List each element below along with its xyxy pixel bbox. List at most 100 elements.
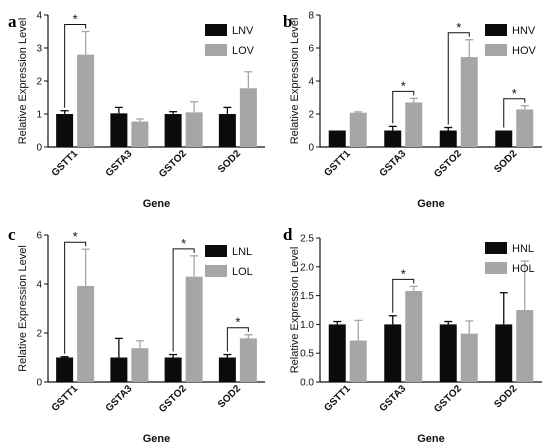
y-tick-label: 4 xyxy=(308,77,314,88)
legend-label: LOV xyxy=(232,45,255,57)
x-tick-label: GSTT1 xyxy=(322,383,353,414)
significance-bracket xyxy=(226,327,249,352)
bar-lnl-gsta3 xyxy=(110,357,128,382)
x-tick-label: GSTT1 xyxy=(50,383,81,414)
bar-lnv-sod2 xyxy=(218,114,236,147)
bar-lnl-sod2 xyxy=(218,357,236,382)
legend-label: HNL xyxy=(512,243,534,255)
legend-label: LNV xyxy=(232,25,254,37)
panel-c: c 0 2 4 6 Relative Expression Level GSTT1 GSTA3… xyxy=(8,225,265,445)
x-tick-label: SOD2 xyxy=(216,383,243,410)
y-tick-label: 0 xyxy=(36,378,42,389)
significance-bracket xyxy=(503,98,526,128)
y-tick-label: 4 xyxy=(36,280,42,291)
x-tick-label: SOD2 xyxy=(216,148,243,175)
bar-lnv-gstt1 xyxy=(56,114,74,147)
bar-lov-gsta3 xyxy=(131,121,149,147)
bar-lol-gsta3 xyxy=(131,348,149,382)
legend-label: HOV xyxy=(512,45,537,57)
y-tick-label: 4 xyxy=(36,11,42,22)
legend-swatch xyxy=(485,242,507,254)
legend-swatch xyxy=(205,245,227,257)
panel-letter: d xyxy=(283,225,293,244)
y-tick-label: 1.0 xyxy=(300,320,314,331)
bar-hnl-gsta3 xyxy=(384,324,402,382)
y-tick-label: 1.5 xyxy=(300,291,314,302)
y-axis-title: Relative Expression Level xyxy=(289,247,301,374)
panel-a: a 0 1 2 3 4 Relative Expression Level GSTT1 GSTA… xyxy=(8,11,265,210)
significance-bracket xyxy=(392,278,415,313)
bar-hol-gstt1 xyxy=(349,340,367,382)
bar-hnl-gstt1 xyxy=(328,324,346,382)
x-axis-title: Gene xyxy=(417,198,445,210)
x-tick-label: GSTO2 xyxy=(157,148,189,180)
bar-hnv-sod2 xyxy=(495,130,513,147)
significance-bracket xyxy=(447,32,470,125)
legend-label: HOL xyxy=(512,263,535,275)
significance-star: * xyxy=(235,315,240,330)
y-tick-label: 2.5 xyxy=(300,234,314,245)
legend-swatch xyxy=(205,24,227,36)
significance-star: * xyxy=(73,229,78,244)
bar-hol-sod2 xyxy=(516,310,534,382)
bar-lol-gsto2 xyxy=(185,276,203,382)
y-tick-label: 6 xyxy=(36,231,42,242)
y-tick-label: 3 xyxy=(36,44,42,55)
legend-swatch xyxy=(485,24,507,36)
bar-hnl-gsto2 xyxy=(439,324,457,382)
legend-swatch xyxy=(485,262,507,274)
significance-star: * xyxy=(401,266,406,281)
y-tick-label: 6 xyxy=(308,44,314,55)
bar-hnv-gstt1 xyxy=(328,130,346,147)
x-tick-label: GSTO2 xyxy=(432,148,464,180)
y-tick-label: 2 xyxy=(36,77,42,88)
bar-hov-gstt1 xyxy=(349,112,367,147)
legend-label: HNV xyxy=(512,25,536,37)
y-tick-label: 0 xyxy=(308,143,314,154)
panel-letter: a xyxy=(8,12,17,31)
bar-lnl-gstt1 xyxy=(56,357,74,382)
significance-star: * xyxy=(512,86,517,101)
x-axis-title: Gene xyxy=(143,198,171,210)
x-tick-label: GSTT1 xyxy=(50,148,81,179)
x-tick-label: GSTO2 xyxy=(432,383,464,415)
bar-hov-gsto2 xyxy=(460,57,478,148)
y-tick-label: 2 xyxy=(308,110,314,121)
y-tick-label: 8 xyxy=(308,11,314,22)
bar-lov-sod2 xyxy=(239,88,257,147)
legend-swatch xyxy=(205,44,227,56)
bar-hol-gsta3 xyxy=(405,290,423,382)
bar-lov-gsto2 xyxy=(185,112,203,147)
bar-hol-gsto2 xyxy=(460,333,478,382)
significance-star: * xyxy=(73,12,78,27)
panel-letter: b xyxy=(283,12,292,31)
significance-bracket xyxy=(64,24,87,108)
y-tick-label: 0.5 xyxy=(300,349,314,360)
y-axis-title: Relative Expression Level xyxy=(17,245,29,372)
y-axis-title: Relative Expression Level xyxy=(289,18,301,145)
x-tick-label: GSTA3 xyxy=(104,148,135,179)
significance-star: * xyxy=(181,236,186,251)
legend-label: LNL xyxy=(232,246,252,258)
significance-star: * xyxy=(401,78,406,93)
bar-lnv-gsta3 xyxy=(110,113,128,147)
bar-hnv-gsta3 xyxy=(384,130,402,147)
y-tick-label: 0.0 xyxy=(300,378,314,389)
y-tick-label: 2 xyxy=(36,329,42,340)
bar-hnl-sod2 xyxy=(495,324,513,382)
x-tick-label: SOD2 xyxy=(492,383,519,410)
panel-d: d 0.0 0.5 1.0 1.5 2.0 2.5 Relative Expression L… xyxy=(283,225,542,445)
y-tick-label: 2.0 xyxy=(300,262,314,273)
bar-lol-sod2 xyxy=(239,338,257,382)
significance-bracket xyxy=(392,90,415,124)
significance-bracket xyxy=(172,248,195,352)
x-tick-label: GSTA3 xyxy=(378,148,409,179)
legend-label: LOL xyxy=(232,266,253,278)
bar-hov-gsta3 xyxy=(405,102,423,147)
panel-b: b 0 2 4 6 8 Relative Expression Level GSTT1 GSTA… xyxy=(283,11,542,210)
bar-lnl-gsto2 xyxy=(164,357,182,382)
bar-hov-sod2 xyxy=(516,109,534,147)
legend-swatch xyxy=(485,44,507,56)
y-axis-title: Relative Expression Level xyxy=(17,18,29,145)
